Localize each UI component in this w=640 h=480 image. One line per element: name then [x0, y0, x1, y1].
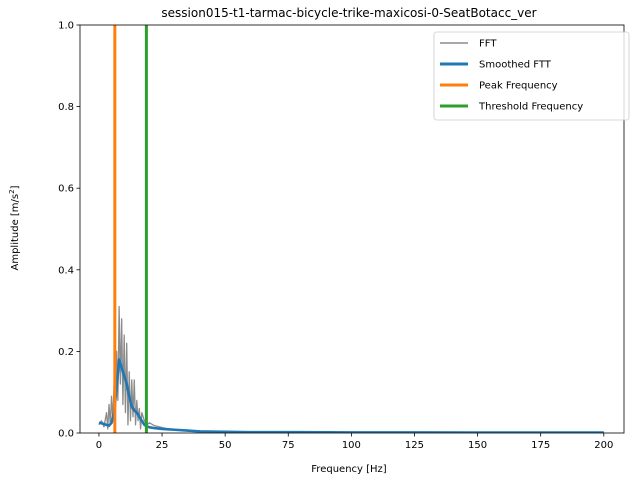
x-axis-ticks: 0 25 50 75 100 125 150 175 200 [96, 433, 613, 451]
plot-frame [79, 24, 625, 434]
x-tick-label: 0 [96, 440, 102, 451]
x-tick-label: 150 [468, 440, 487, 451]
x-tick-label: 100 [342, 440, 361, 451]
y-tick-label: 0.8 [58, 102, 74, 113]
y-tick-label: 0.0 [58, 429, 74, 440]
chart-title: session015-t1-tarmac-bicycle-trike-maxic… [161, 6, 536, 20]
x-tick-label: 125 [405, 440, 424, 451]
x-tick-label: 50 [219, 440, 232, 451]
fft-series [98, 305, 604, 433]
legend-label-smoothed-ftt: Smoothed FTT [479, 60, 552, 71]
x-axis-label: Frequency [Hz] [311, 464, 387, 475]
y-tick-label: 0.4 [58, 265, 74, 276]
x-tick-label: 200 [594, 440, 613, 451]
y-tick-label: 0.6 [58, 184, 74, 195]
plot-area [79, 24, 625, 434]
y-axis-ticks: 0.0 0.2 0.4 0.6 0.8 1.0 [58, 21, 80, 440]
y-tick-label: 1.0 [58, 21, 74, 32]
y-axis-label: Amplitude [m/s2] [8, 185, 21, 270]
x-tick-label: 175 [531, 440, 550, 451]
x-tick-label: 25 [156, 440, 169, 451]
x-tick-label: 75 [282, 440, 295, 451]
legend-label-peak-frequency: Peak Frequency [479, 81, 558, 92]
series-group [98, 25, 604, 433]
legend-label-fft: FFT [479, 39, 497, 50]
legend-box [433, 31, 630, 121]
legend-label-threshold-frequency: Threshold Frequency [478, 102, 583, 113]
legend: FFT Smoothed FTT Peak Frequency Threshold F… [433, 31, 630, 121]
y-tick-label: 0.2 [58, 347, 74, 358]
smoothed-ftt-series [98, 358, 604, 433]
